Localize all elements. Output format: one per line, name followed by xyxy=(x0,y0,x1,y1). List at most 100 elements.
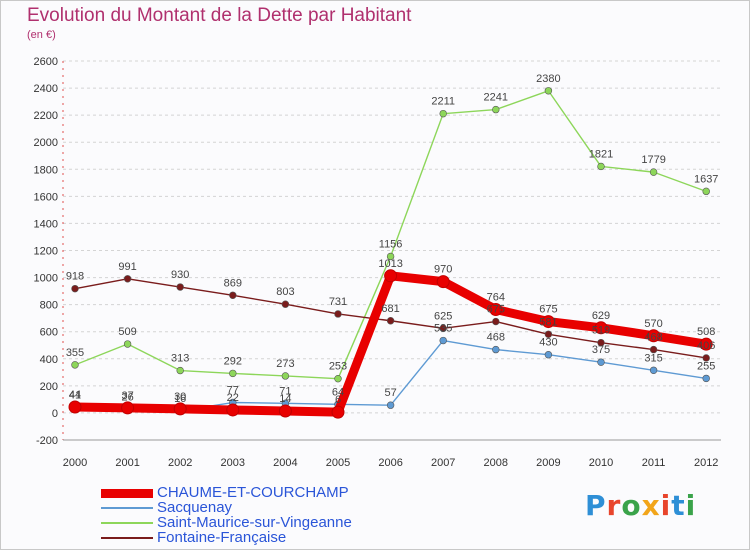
y-tick-label: 1200 xyxy=(34,246,58,258)
data-point xyxy=(226,403,240,417)
data-point xyxy=(492,105,500,114)
data-label: 57 xyxy=(384,387,396,399)
y-tick-label: 1000 xyxy=(34,273,58,285)
data-point xyxy=(331,405,345,419)
data-point xyxy=(597,162,605,171)
y-tick-label: 2000 xyxy=(34,137,58,149)
data-label: 1637 xyxy=(694,173,718,185)
data-point xyxy=(649,168,658,176)
data-point xyxy=(123,275,132,283)
data-label: 1013 xyxy=(378,258,402,270)
data-label: 1779 xyxy=(641,154,665,166)
data-point xyxy=(173,402,187,416)
data-point xyxy=(439,109,447,118)
data-label: 64 xyxy=(332,386,344,398)
data-label: 16 xyxy=(174,393,186,405)
data-label: 14 xyxy=(279,393,291,405)
data-point xyxy=(229,369,237,378)
data-label: 253 xyxy=(329,361,347,373)
x-tick-label: 2012 xyxy=(694,457,718,469)
y-tick-label: 800 xyxy=(40,300,58,312)
data-point xyxy=(68,400,82,414)
data-point xyxy=(544,330,553,338)
data-label: 6 xyxy=(335,394,341,406)
data-point xyxy=(702,354,710,362)
data-point xyxy=(123,340,132,348)
data-point xyxy=(71,284,79,293)
legend-swatch xyxy=(101,489,153,498)
data-point xyxy=(384,269,398,283)
data-label: 2380 xyxy=(536,73,560,85)
y-tick-label: -200 xyxy=(36,435,58,447)
y-tick-label: 0 xyxy=(52,408,58,420)
data-point xyxy=(121,401,135,415)
data-point xyxy=(334,310,342,318)
data-point xyxy=(492,317,500,326)
data-label: 1821 xyxy=(589,148,613,160)
x-tick-label: 2004 xyxy=(273,457,297,469)
x-tick-label: 2011 xyxy=(642,457,666,469)
data-label: 468 xyxy=(644,332,662,344)
data-label: 313 xyxy=(171,353,189,365)
data-point xyxy=(492,345,500,354)
data-label: 731 xyxy=(329,296,347,308)
y-tick-label: 200 xyxy=(40,381,58,393)
x-tick-label: 2006 xyxy=(378,457,402,469)
data-label: 44 xyxy=(69,389,81,401)
series-line xyxy=(74,90,707,380)
x-tick-label: 2001 xyxy=(115,457,139,469)
data-label: 273 xyxy=(276,358,294,370)
data-point xyxy=(649,345,658,354)
y-tick-label: 2400 xyxy=(34,83,58,95)
data-label: 37 xyxy=(121,390,133,402)
data-point xyxy=(699,337,713,351)
data-label: 629 xyxy=(592,310,610,322)
data-label: 292 xyxy=(224,355,242,367)
x-tick-label: 2005 xyxy=(326,457,350,469)
x-tick-label: 2008 xyxy=(484,457,508,469)
data-label: 26 xyxy=(121,391,133,403)
data-label: 22 xyxy=(227,392,239,404)
data-label: 581 xyxy=(539,316,557,328)
data-label: 764 xyxy=(487,292,505,304)
data-point xyxy=(439,324,447,333)
data-point xyxy=(71,361,79,369)
data-point xyxy=(702,374,710,383)
data-label: 375 xyxy=(592,344,610,356)
data-label: 625 xyxy=(434,310,452,322)
data-label: 681 xyxy=(381,303,399,315)
data-label: 1156 xyxy=(379,238,403,250)
data-label: 869 xyxy=(224,277,242,289)
proxiti-logo: Proxiti xyxy=(585,489,696,522)
data-point xyxy=(229,291,237,300)
logo-letter: i xyxy=(660,489,672,522)
legend-swatch xyxy=(101,522,153,524)
y-tick-label: 2200 xyxy=(34,110,58,122)
x-tick-label: 2002 xyxy=(168,457,192,469)
legend-label: Sacquenay xyxy=(157,499,233,516)
data-label: 991 xyxy=(118,261,136,273)
data-point xyxy=(436,275,450,289)
chart-subtitle: (en €) xyxy=(27,29,56,41)
data-point xyxy=(597,338,605,347)
data-point xyxy=(597,358,605,366)
y-tick-label: 400 xyxy=(40,354,58,366)
chart-title: Evolution du Montant de la Dette par Hab… xyxy=(27,5,412,26)
data-label: 509 xyxy=(118,326,136,338)
data-label: 570 xyxy=(644,318,662,330)
data-label: 30 xyxy=(174,391,186,403)
data-point xyxy=(541,315,555,329)
data-label: 675 xyxy=(487,304,505,316)
x-tick-label: 2007 xyxy=(431,457,455,469)
data-point xyxy=(594,321,608,335)
data-point xyxy=(647,329,661,343)
legend-label: Fontaine-Française xyxy=(157,529,287,546)
x-tick-label: 2009 xyxy=(536,457,560,469)
data-point xyxy=(649,366,658,374)
logo-letter: P xyxy=(585,489,607,522)
data-point xyxy=(176,283,184,291)
data-point xyxy=(386,317,395,325)
data-point xyxy=(386,401,395,409)
y-tick-label: 1400 xyxy=(34,218,58,230)
